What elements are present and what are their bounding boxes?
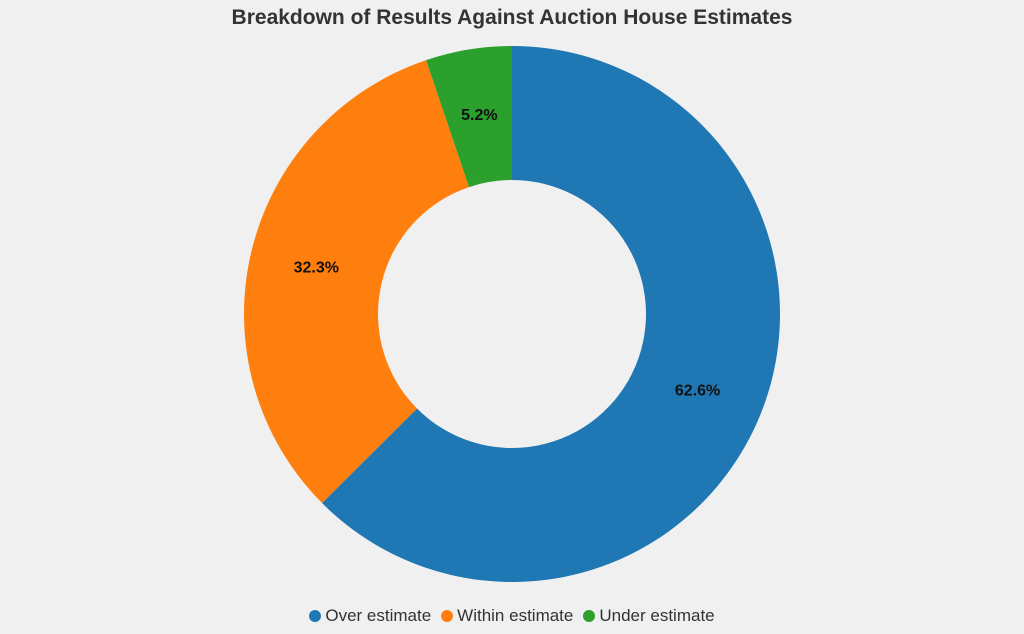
legend: Over estimate Within estimate Under esti… (0, 606, 1024, 626)
legend-label-within-estimate: Within estimate (457, 606, 574, 625)
legend-item-over-estimate[interactable]: Over estimate (309, 606, 431, 626)
legend-label-over-estimate: Over estimate (325, 606, 432, 625)
legend-dot-within-estimate (441, 610, 454, 622)
slice-label-within-estimate: 32.3% (294, 260, 339, 277)
legend-dot-under-estimate (583, 610, 596, 622)
slice-label-over-estimate: 62.6% (675, 383, 720, 400)
legend-label-under-estimate: Under estimate (599, 606, 715, 625)
slice-over-estimate[interactable] (322, 46, 780, 582)
legend-item-under-estimate[interactable]: Under estimate (583, 606, 715, 626)
legend-dot-over-estimate (309, 610, 322, 622)
slice-within-estimate[interactable] (244, 60, 470, 504)
slice-under-estimate[interactable] (426, 46, 512, 188)
slices-group (244, 46, 780, 582)
legend-item-within-estimate[interactable]: Within estimate (441, 606, 573, 626)
labels-group: 62.6% 32.3% 5.2% (294, 107, 721, 399)
slice-label-under-estimate: 5.2% (461, 107, 497, 124)
chart-title: Breakdown of Results Against Auction Hou… (231, 6, 793, 29)
